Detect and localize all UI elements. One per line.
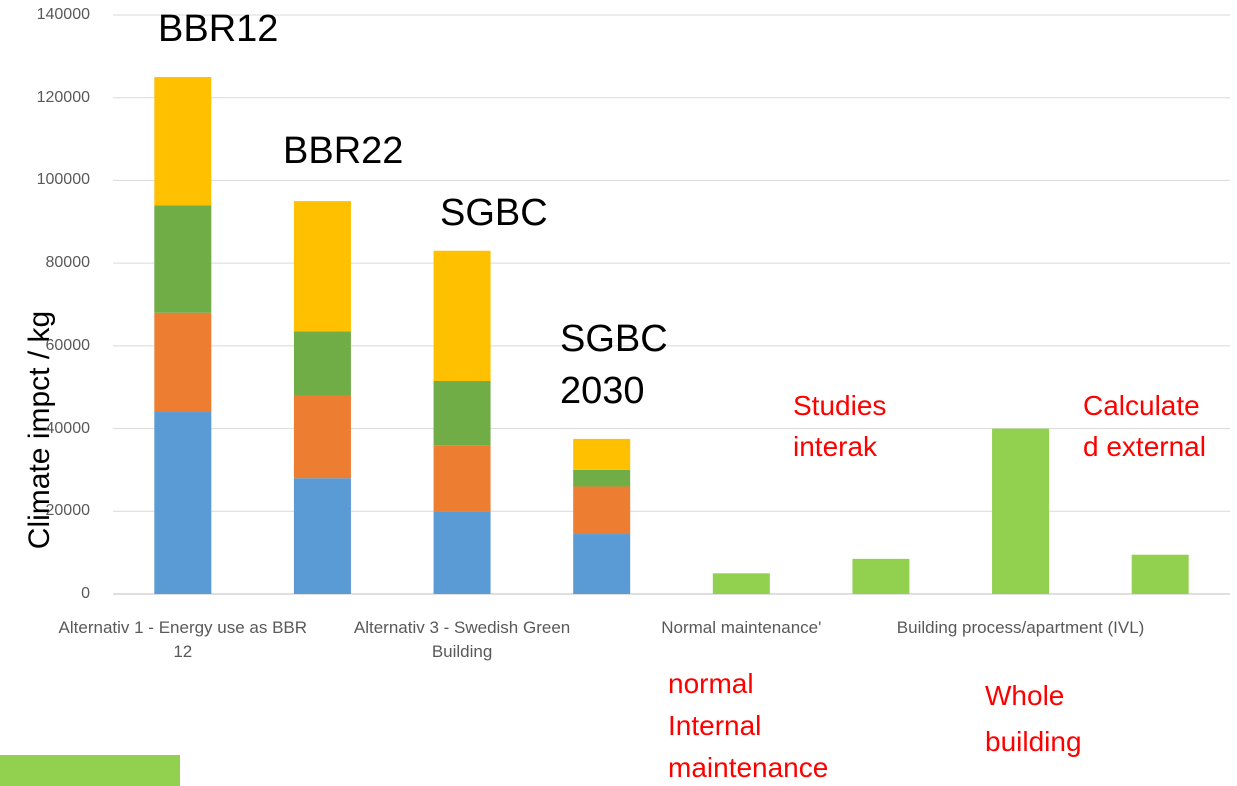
y-tick-label: 20000	[45, 502, 91, 520]
annotation: maintenance	[668, 752, 829, 783]
bar-segment	[293, 478, 351, 594]
y-tick-label: 0	[81, 585, 90, 602]
bar-segment	[154, 312, 212, 413]
annotation: SGBC	[440, 192, 548, 234]
bar-segment	[293, 331, 351, 396]
annotation: normal	[668, 668, 754, 699]
bar-segment	[154, 412, 212, 594]
bar-segment	[852, 558, 910, 594]
y-tick-label: 100000	[36, 171, 90, 189]
bar-segment	[293, 201, 351, 332]
bar-segment	[573, 534, 631, 594]
bar-segment	[154, 205, 212, 313]
bar-segment	[433, 511, 491, 594]
y-tick-label: 140000	[36, 6, 90, 23]
x-tick-label: Alternativ 1 - Energy use as BBR 12	[58, 618, 308, 661]
y-tick-label: 40000	[45, 419, 91, 437]
bar-segment	[712, 573, 770, 594]
y-tick-label: 60000	[45, 336, 91, 354]
y-tick-label: 120000	[36, 88, 90, 106]
bar-segment	[293, 395, 351, 479]
bar-segment	[573, 469, 631, 487]
annotation: SGBC	[560, 318, 668, 360]
annotation: interak	[793, 431, 878, 462]
bar-segment	[992, 428, 1050, 594]
bar-segment	[573, 438, 631, 470]
y-tick-label: 80000	[45, 254, 91, 272]
annotation: 2030	[560, 370, 645, 412]
bar-segment	[433, 250, 491, 382]
bar-segment	[154, 77, 212, 206]
annotation: Calculate	[1083, 390, 1200, 421]
bar-segment	[433, 445, 491, 512]
annotation: BBR22	[283, 130, 404, 172]
x-tick-label: Alternativ 3 - Swedish Green Building	[353, 618, 571, 661]
legend-swatch	[0, 755, 180, 786]
bar-segment	[433, 381, 491, 446]
annotation: d external	[1083, 431, 1206, 462]
annotation: Studies	[793, 390, 887, 421]
annotation: BBR12	[158, 8, 279, 50]
x-tick-label: Building process/apartment (IVL)	[896, 618, 1145, 637]
bar-segment	[1131, 554, 1189, 594]
annotation: Internal	[668, 710, 762, 741]
annotation: Whole	[985, 680, 1065, 711]
annotation: building	[985, 726, 1082, 757]
bar-segment	[573, 486, 631, 535]
x-tick-label: Normal maintenance'	[661, 618, 822, 637]
